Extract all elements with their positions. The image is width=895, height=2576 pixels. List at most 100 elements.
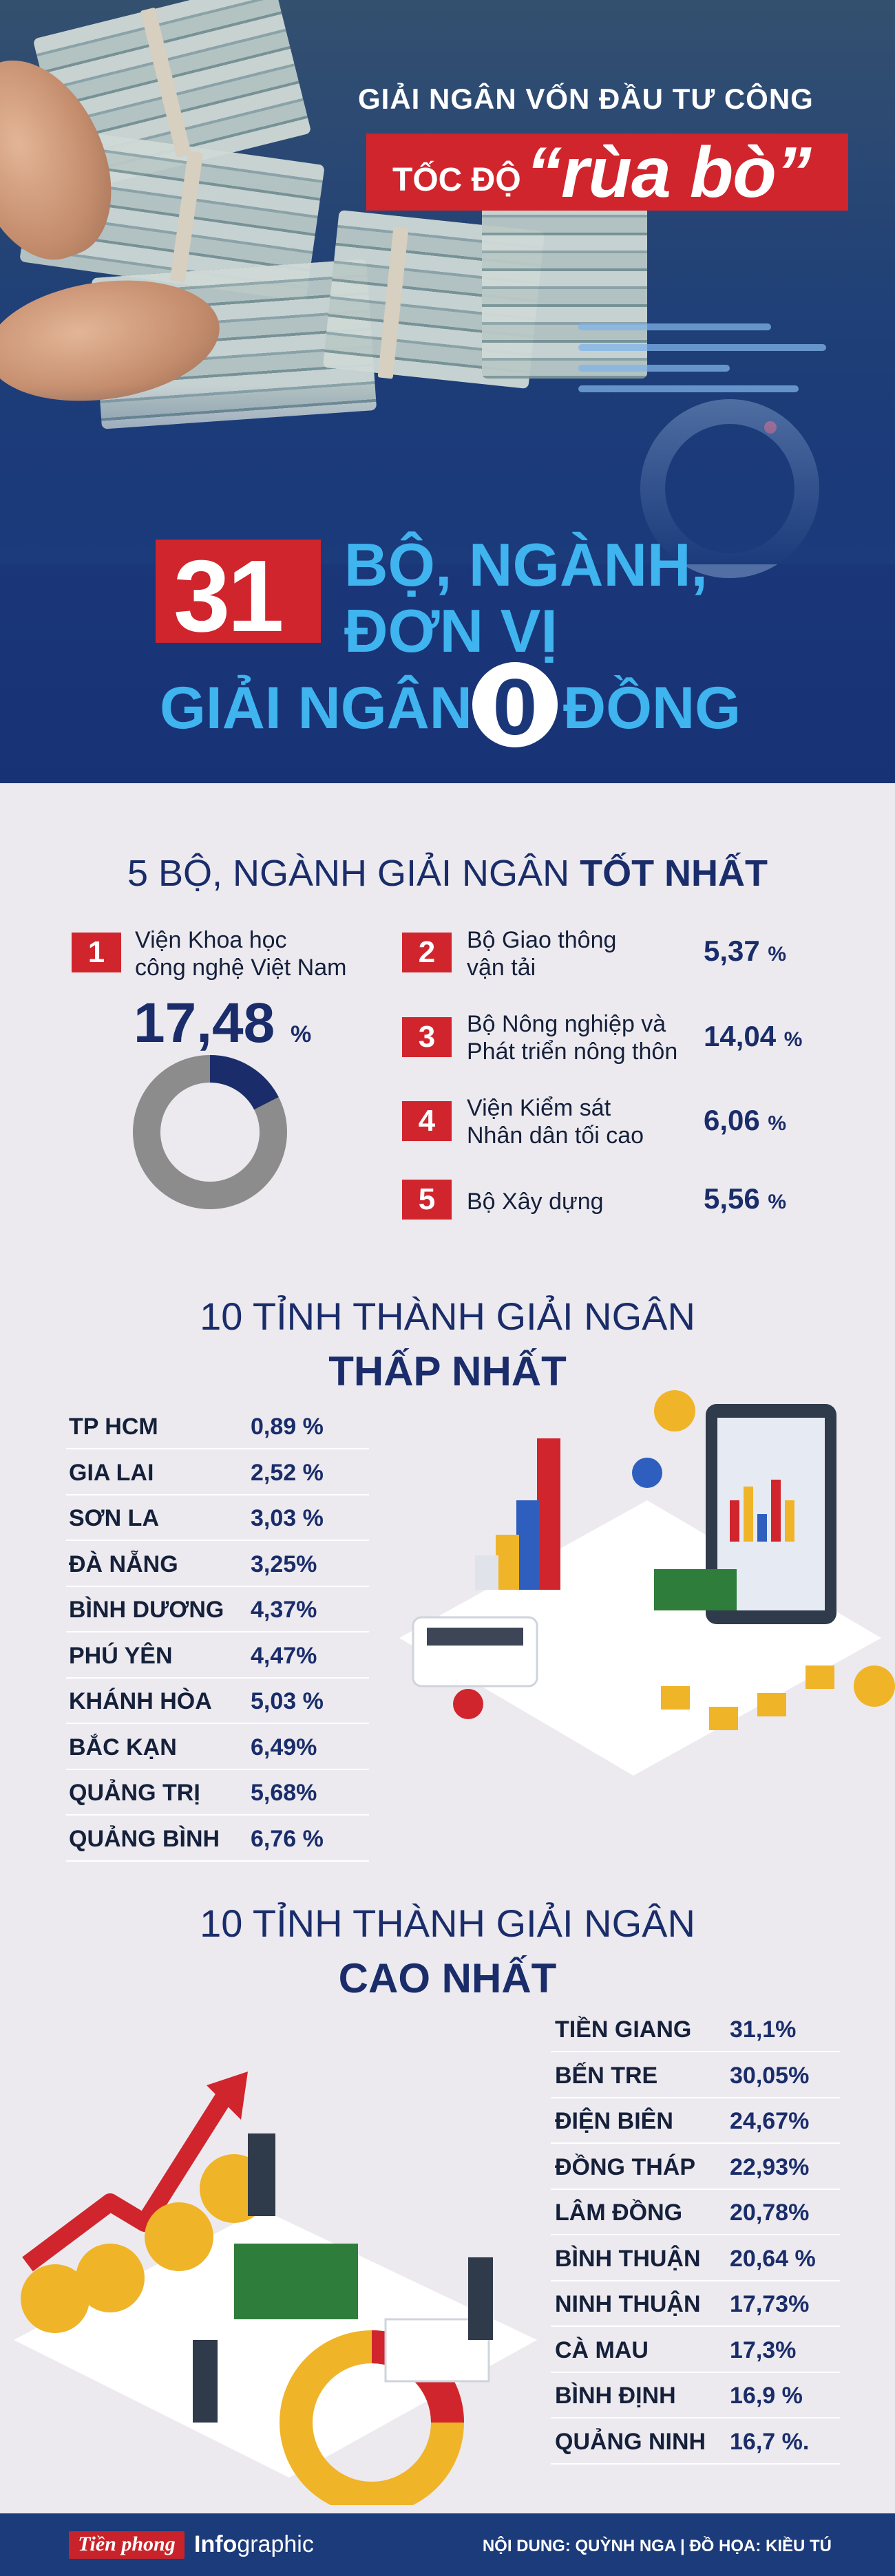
table-row-value: 17,73% — [730, 2291, 810, 2317]
table-row-divider — [66, 1676, 369, 1679]
table-row-divider — [66, 1585, 369, 1587]
rank-name-line: Viện Khoa học — [135, 927, 287, 953]
rank-value-unit: % — [768, 1191, 787, 1213]
table-row-name: SƠN LA — [69, 1505, 160, 1531]
count-number: 31 — [173, 540, 284, 653]
coin-stack — [854, 1665, 895, 1707]
rank-badge: 4 — [402, 1101, 452, 1141]
hero-title-big: “rùa bò” — [526, 133, 812, 213]
office-chair — [757, 1693, 786, 1716]
table-row-divider — [551, 2462, 840, 2465]
table-row-value: 20,64 % — [730, 2245, 816, 2272]
table-row-divider — [551, 2279, 840, 2281]
calculator-button — [453, 1689, 483, 1719]
headline-line-3b: ĐỒNG — [563, 675, 741, 741]
rank-name-line: Bộ Nông nghiệp và — [467, 1011, 666, 1037]
rank-1-value: 17,48 % — [134, 991, 311, 1056]
growth-illustration — [14, 2072, 537, 2505]
rank-name: Viện Kiểm sát Nhân dân tối cao — [467, 1094, 644, 1149]
screen-bar — [744, 1487, 753, 1542]
rank-value-number: 6,06 — [704, 1104, 760, 1136]
headline-line-3a: GIẢI NGÂN — [160, 675, 472, 741]
table-row-divider — [551, 2188, 840, 2190]
office-chair — [709, 1707, 738, 1730]
rank-name-line: Phát triển nông thôn — [467, 1039, 678, 1065]
table-row-divider — [66, 1448, 369, 1449]
rank-value-unit: % — [291, 1021, 312, 1047]
table-row-name: LÂM ĐỒNG — [555, 2200, 683, 2226]
table-row-divider — [66, 1631, 369, 1632]
rank-value: 14,04 % — [704, 1020, 802, 1053]
top5-title: 5 BỘ, NGÀNH GIẢI NGÂN TỐT NHẤT — [0, 852, 895, 895]
headline-line-2: ĐƠN VỊ — [344, 597, 558, 665]
screen-bar — [757, 1514, 767, 1542]
arrow-head — [207, 2072, 248, 2120]
table-row-value: 24,67% — [730, 2108, 810, 2134]
rank-name: Bộ Giao thông vận tải — [467, 926, 616, 981]
bar-3d — [475, 1555, 498, 1590]
coin-stack — [21, 2264, 90, 2333]
rank-value-number: 14,04 — [704, 1020, 777, 1052]
rank-value-number: 17,48 — [134, 992, 275, 1054]
office-chair — [661, 1686, 690, 1710]
brand-logo-text: Tiền phong — [78, 2533, 176, 2555]
businessman-figure — [193, 2340, 218, 2423]
table-row-divider — [551, 2096, 840, 2098]
lowest-title-line-2: THẤP NHẤT — [328, 1348, 567, 1394]
table-row-value: 4,47% — [251, 1642, 317, 1669]
rank-badge: 3 — [402, 1017, 452, 1057]
businessman-figure — [248, 2133, 275, 2216]
calculator-display — [427, 1628, 523, 1646]
floor-tile — [14, 2209, 537, 2478]
hero-title-box: TỐC ĐỘ “rùa bò” — [366, 133, 848, 213]
bar-3d — [537, 1438, 560, 1590]
top5-title-bold: TỐT NHẤT — [580, 853, 768, 894]
growth-arrow — [22, 2087, 235, 2272]
table-row-value: 3,03 % — [251, 1505, 324, 1531]
table-row-name: BẮC KẠN — [69, 1734, 177, 1760]
table-row-value: 17,3% — [730, 2337, 797, 2363]
table-row-name: PHÚ YÊN — [69, 1642, 173, 1669]
table-row-divider — [66, 1814, 369, 1816]
table-row-name: NINH THUẬN — [555, 2291, 701, 2317]
table-row-value: 30,05% — [730, 2062, 810, 2089]
infographic-label-bold: Info — [194, 2531, 238, 2557]
table-row-name: ĐỒNG THÁP — [555, 2153, 695, 2180]
table-row-name: BÌNH THUẬN — [555, 2245, 701, 2272]
table-row-value: 2,52 % — [251, 1459, 324, 1486]
rank-value: 5,37 % — [704, 935, 786, 968]
headline-line-1: BỘ, NGÀNH, — [344, 531, 708, 599]
hero-banner: GIẢI NGÂN VỐN ĐẦU TƯ CÔNG TỐC ĐỘ “rùa bò… — [0, 0, 895, 783]
table-row-divider — [551, 2142, 840, 2144]
table-row-name: ĐIỆN BIÊN — [555, 2108, 673, 2134]
rank-name-line: Bộ Giao thông — [467, 927, 617, 953]
bar-3d — [516, 1500, 540, 1590]
rank-name: Viện Khoa học công nghệ Việt Nam — [135, 926, 346, 981]
table-row-divider — [551, 2051, 840, 2052]
lowest-title-line-1: 10 TỈNH THÀNH GIẢI NGÂN — [200, 1295, 695, 1338]
table-row-divider — [66, 1768, 369, 1770]
count-box: 31 — [156, 540, 321, 653]
table-row-divider — [66, 1540, 369, 1541]
table-row-name: BÌNH ĐỊNH — [555, 2383, 676, 2409]
pie-chart-icon — [654, 1390, 695, 1431]
table-row-divider — [66, 1493, 369, 1495]
zero-number: 0 — [492, 662, 538, 752]
rank-name-line: Viện Kiểm sát — [467, 1095, 611, 1121]
table-row-name: GIA LAI — [69, 1459, 154, 1486]
table-row-value: 4,37% — [251, 1597, 317, 1623]
table-row-value: 31,1% — [730, 2016, 797, 2043]
top5-title-normal: 5 BỘ, NGÀNH GIẢI NGÂN — [127, 853, 580, 894]
screen-bar — [771, 1480, 781, 1542]
table-row-divider — [551, 2417, 840, 2418]
rank-name-line: Bộ Xây dựng — [467, 1189, 604, 1215]
rank-badge: 1 — [72, 933, 121, 972]
table-row-divider — [66, 1723, 369, 1724]
money-pile — [654, 1569, 737, 1610]
table-row-value: 20,78% — [730, 2200, 810, 2226]
infographic-label-rest: graphic — [237, 2531, 314, 2557]
table-row-divider — [551, 2325, 840, 2327]
rank-badge: 2 — [402, 933, 452, 972]
table-row-value: 6,76 % — [251, 1825, 324, 1852]
table-row-name: BÌNH DƯƠNG — [69, 1597, 224, 1623]
